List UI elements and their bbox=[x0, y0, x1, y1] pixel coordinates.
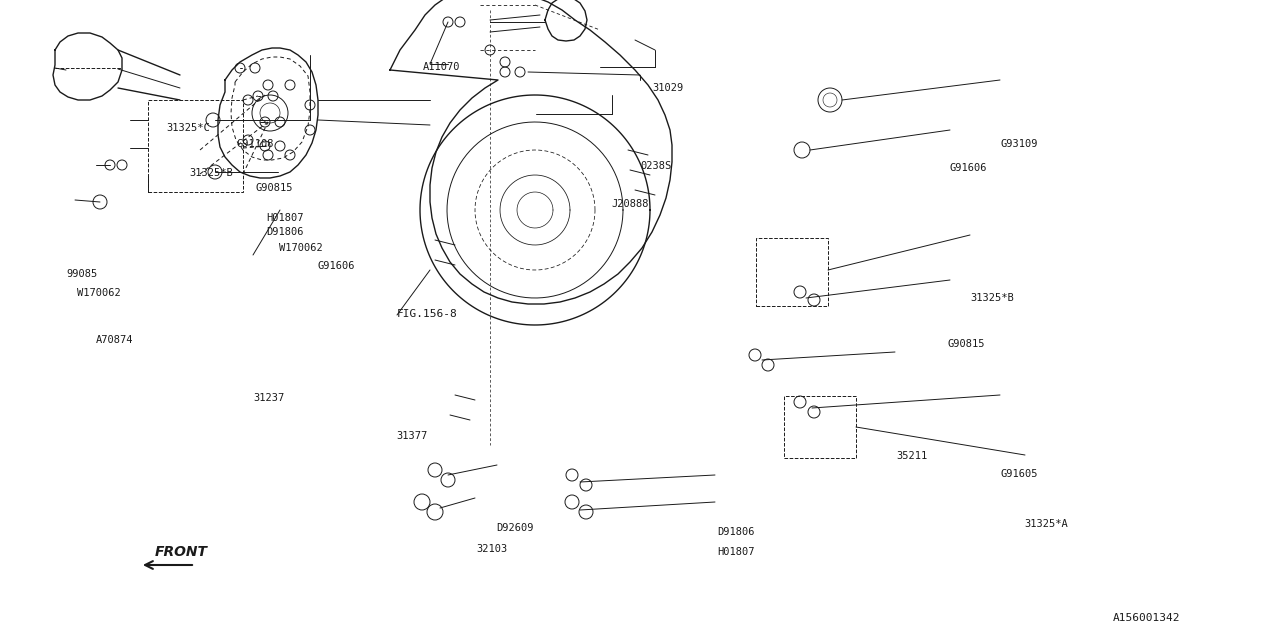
Text: W170062: W170062 bbox=[279, 243, 323, 253]
Text: 35211: 35211 bbox=[896, 451, 927, 461]
Text: 31325*B: 31325*B bbox=[970, 292, 1014, 303]
Text: 31325*A: 31325*A bbox=[1024, 518, 1068, 529]
Text: J20888: J20888 bbox=[612, 198, 649, 209]
Text: FRONT: FRONT bbox=[155, 545, 207, 559]
Text: 0238S: 0238S bbox=[640, 161, 671, 172]
Bar bbox=[756, 238, 828, 306]
Text: 32103: 32103 bbox=[476, 544, 507, 554]
Text: D92609: D92609 bbox=[497, 523, 534, 533]
Text: 99085: 99085 bbox=[67, 269, 97, 279]
Text: D91806: D91806 bbox=[266, 227, 303, 237]
Text: D91806: D91806 bbox=[717, 527, 754, 538]
Text: A11070: A11070 bbox=[422, 62, 460, 72]
Text: 31029: 31029 bbox=[653, 83, 684, 93]
Text: G90815: G90815 bbox=[947, 339, 984, 349]
Bar bbox=[783, 396, 856, 458]
Text: 31325*B: 31325*B bbox=[189, 168, 233, 178]
Text: W170062: W170062 bbox=[77, 288, 120, 298]
Text: G93109: G93109 bbox=[1001, 139, 1038, 149]
Text: A156001342: A156001342 bbox=[1112, 613, 1180, 623]
Text: G91605: G91605 bbox=[1001, 468, 1038, 479]
Text: 31377: 31377 bbox=[397, 431, 428, 442]
Bar bbox=[148, 100, 243, 192]
Text: 31325*C: 31325*C bbox=[166, 123, 210, 133]
Text: FIG.156-8: FIG.156-8 bbox=[397, 309, 458, 319]
Text: G91606: G91606 bbox=[950, 163, 987, 173]
Text: A70874: A70874 bbox=[96, 335, 133, 346]
Text: G91606: G91606 bbox=[317, 260, 355, 271]
Text: 31237: 31237 bbox=[253, 393, 284, 403]
Text: H01807: H01807 bbox=[717, 547, 754, 557]
Text: H01807: H01807 bbox=[266, 212, 303, 223]
Text: G90815: G90815 bbox=[256, 183, 293, 193]
Text: G91108: G91108 bbox=[237, 139, 274, 149]
